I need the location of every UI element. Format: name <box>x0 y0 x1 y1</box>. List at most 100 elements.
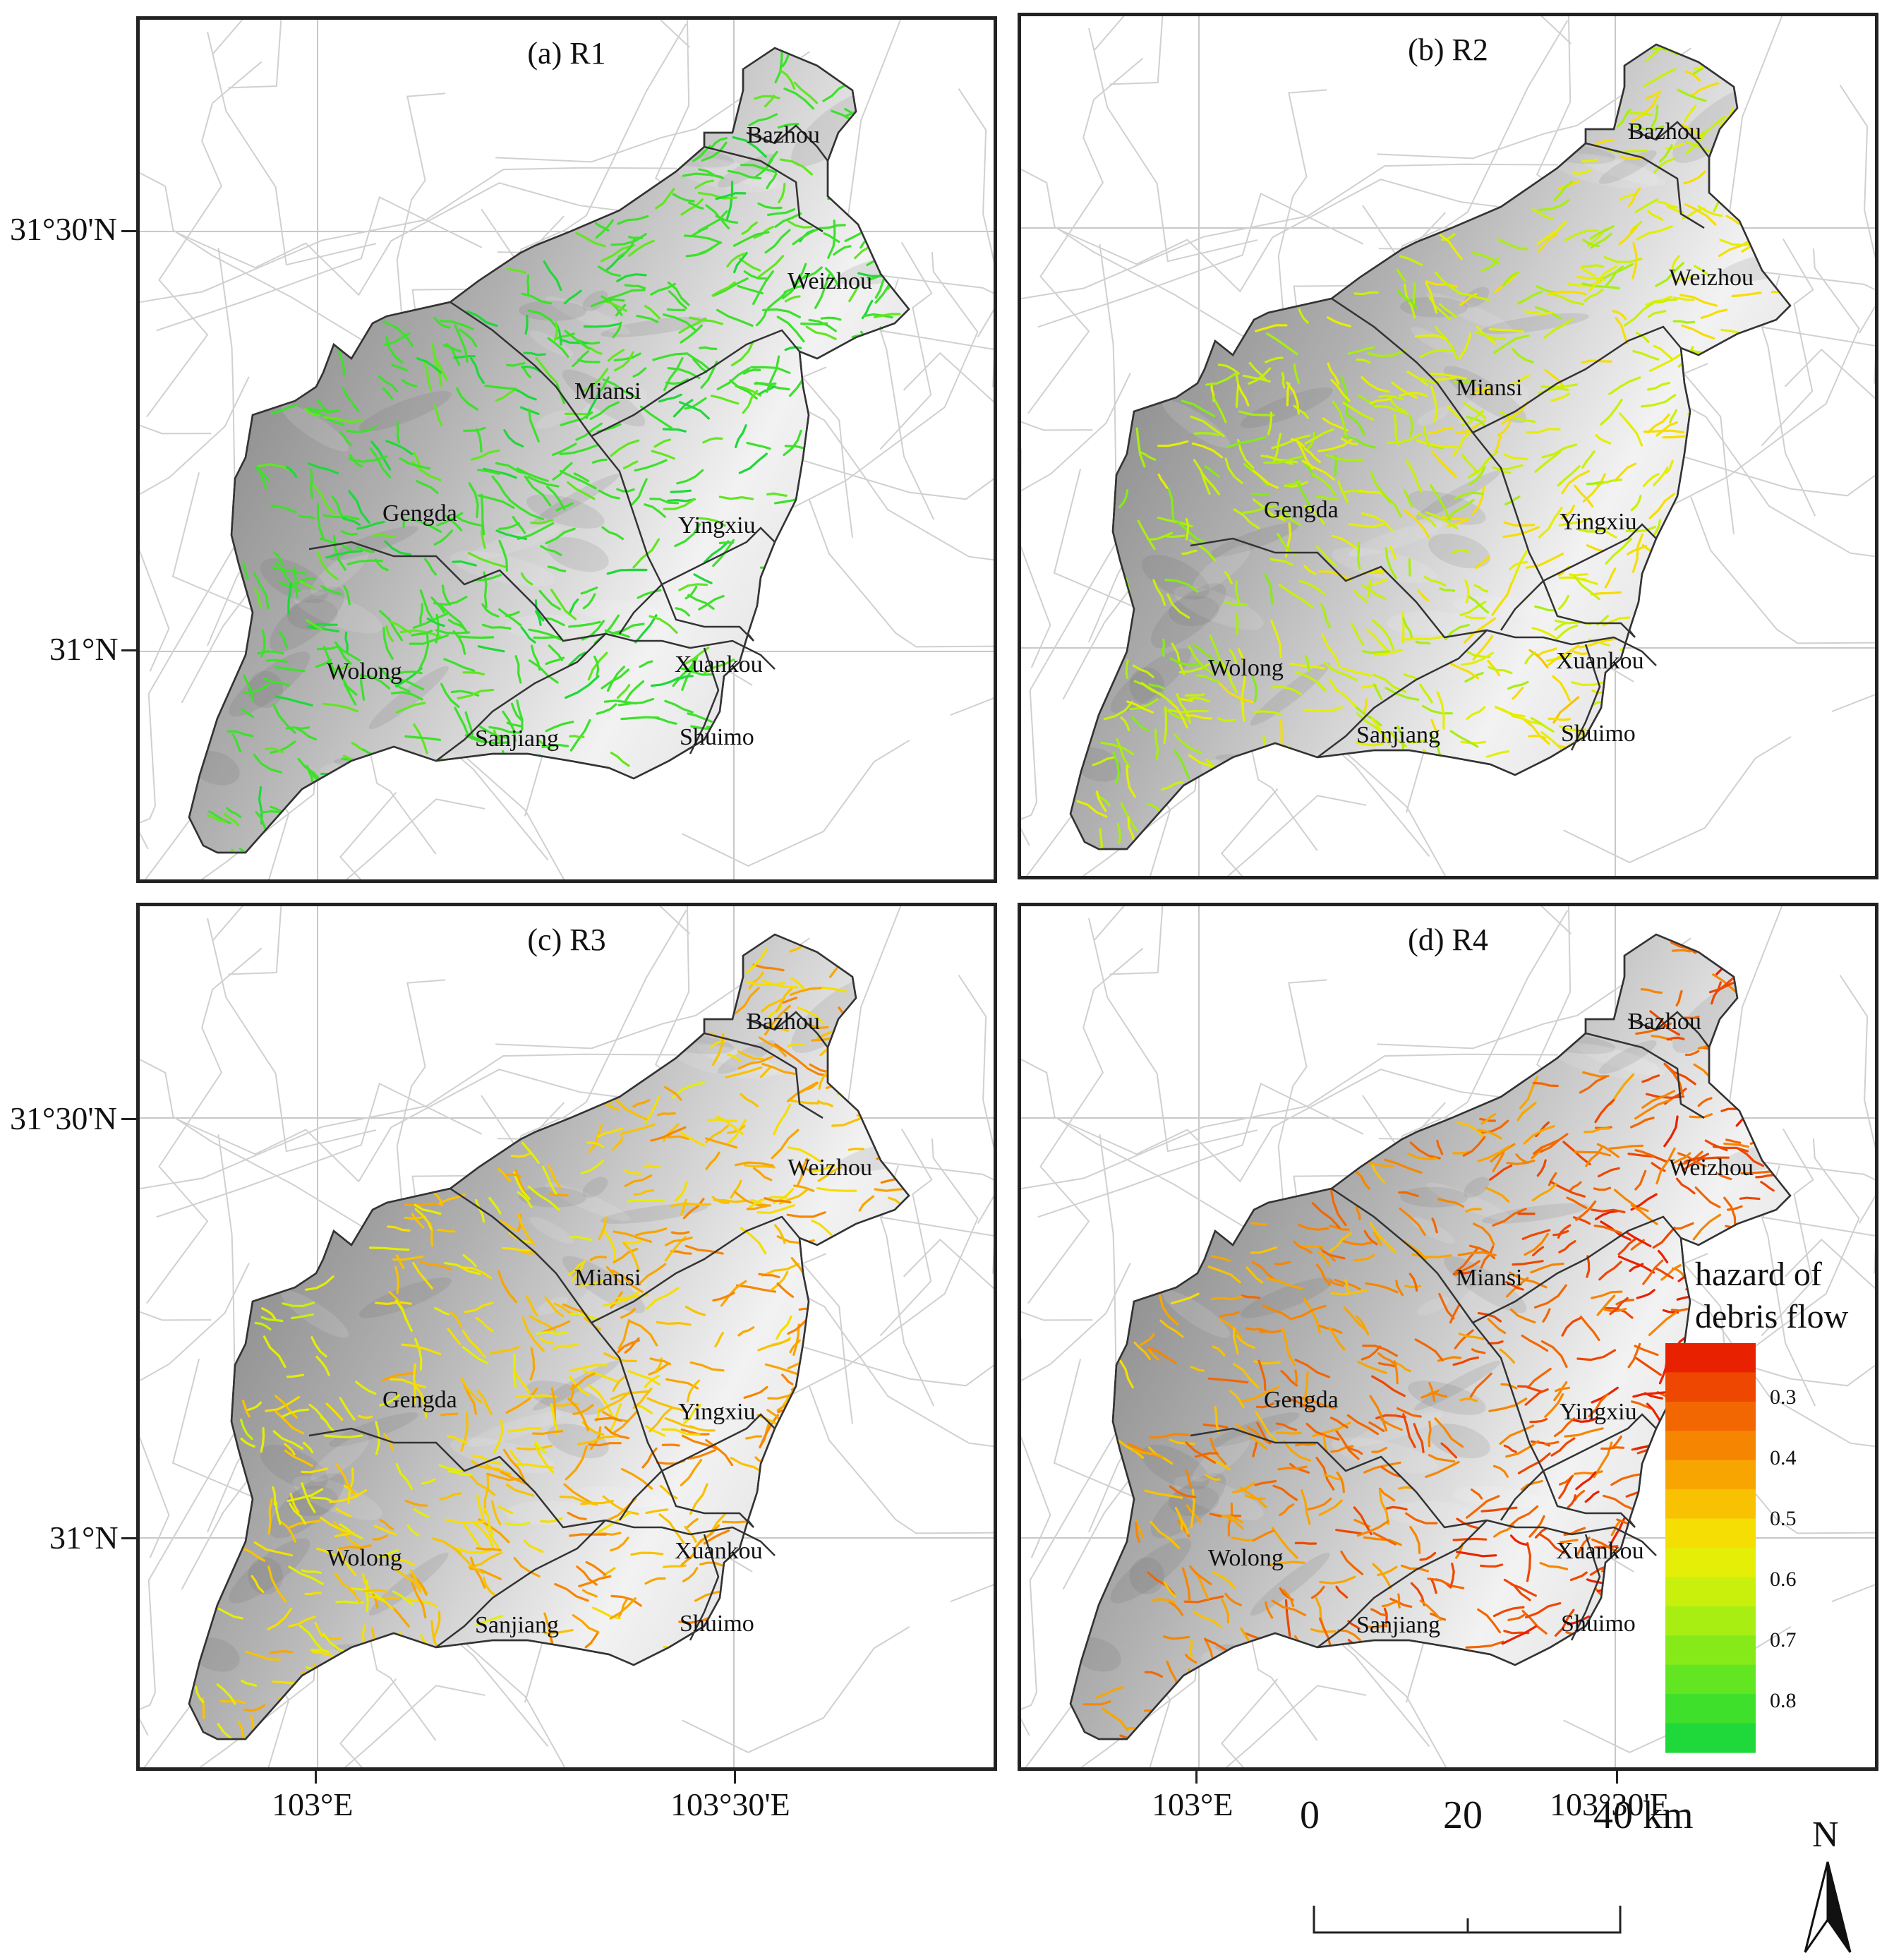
town-label-bazhou: Bazhou <box>747 122 820 148</box>
legend-swatch <box>1665 1401 1756 1431</box>
map-panel-r3: (c) R3 Bazhou Weizhou Miansi Gengda Yingxiu W… <box>136 903 997 1771</box>
town-label-wolong: Wolong <box>327 659 402 685</box>
town-label-shuimo: Shuimo <box>1561 1611 1636 1637</box>
panel-title: (c) R3 <box>527 922 606 957</box>
legend-swatch <box>1665 1606 1756 1636</box>
legend-swatch <box>1665 1635 1756 1666</box>
town-label-xuankou: Xuankou <box>675 651 763 678</box>
legend-swatch <box>1665 1548 1756 1577</box>
township-boundaries <box>1069 43 1792 850</box>
scale-label-40: 40 km <box>1593 1793 1694 1837</box>
town-label-shuimo: Shuimo <box>1561 721 1636 747</box>
town-label-miansi: Miansi <box>574 1265 641 1291</box>
lat-tick <box>121 230 137 232</box>
lon-tick <box>1195 1771 1198 1784</box>
legend-tick: 0.3 <box>1770 1385 1797 1409</box>
legend-tick: 0.7 <box>1770 1628 1797 1652</box>
town-label-shuimo: Shuimo <box>680 1611 754 1637</box>
township-boundaries <box>1069 933 1792 1740</box>
legend-swatch <box>1665 1518 1756 1549</box>
map-panel-r1: (a) R1 Bazhou Weizhou Miansi Gengda Yingxiu W… <box>136 16 997 883</box>
town-label-miansi: Miansi <box>1456 375 1523 401</box>
town-label-xuankou: Xuankou <box>1556 648 1644 674</box>
legend-swatch <box>1665 1372 1756 1402</box>
town-label-weizhou: Weizhou <box>788 1155 872 1181</box>
town-label-weizhou: Weizhou <box>1669 1155 1754 1181</box>
stream-network <box>195 937 909 1739</box>
town-label-miansi: Miansi <box>1456 1265 1523 1291</box>
lon-tick <box>315 1771 317 1784</box>
panel-title: (a) R1 <box>527 36 606 71</box>
legend-color-ramp <box>1665 1343 1756 1753</box>
lat-tick <box>121 1118 137 1120</box>
lat-tick <box>121 649 137 651</box>
lat-label-bottom-2: 31°N <box>49 1520 119 1556</box>
scale-label-20: 20 <box>1443 1793 1483 1837</box>
legend-swatch <box>1665 1489 1756 1520</box>
panel-title: (d) R4 <box>1408 922 1488 957</box>
town-label-sanjiang: Sanjiang <box>475 726 559 752</box>
lat-label-top-1: 31°30'N <box>10 211 117 247</box>
map-canvas <box>1021 906 1875 1767</box>
town-label-gengda: Gengda <box>1264 1387 1339 1413</box>
legend-tick: 0.5 <box>1770 1507 1797 1530</box>
legend-swatch <box>1665 1694 1756 1724</box>
legend-title-line1: hazard of <box>1695 1256 1822 1293</box>
town-label-shuimo: Shuimo <box>680 724 754 750</box>
map-canvas <box>1021 16 1875 876</box>
town-label-weizhou: Weizhou <box>788 268 872 294</box>
lon-label-left-1: 103°E <box>272 1786 354 1822</box>
township-boundaries <box>188 47 910 854</box>
legend-tick: 0.6 <box>1770 1568 1797 1591</box>
town-label-yingxiu: Yingxiu <box>1560 1399 1637 1425</box>
legend-swatch <box>1665 1460 1756 1490</box>
town-label-xuankou: Xuankou <box>1556 1538 1644 1564</box>
town-label-miansi: Miansi <box>574 378 641 404</box>
town-label-sanjiang: Sanjiang <box>475 1612 559 1638</box>
north-label: N <box>1812 1815 1839 1855</box>
town-label-bazhou: Bazhou <box>1628 119 1701 145</box>
town-label-gengda: Gengda <box>382 1387 457 1413</box>
legend-swatch <box>1665 1431 1756 1461</box>
scale-bar: 0 20 40 km <box>1270 1793 1694 1934</box>
town-label-weizhou: Weizhou <box>1669 265 1754 291</box>
township-boundaries <box>188 933 910 1740</box>
town-label-sanjiang: Sanjiang <box>1356 722 1440 748</box>
map-panel-r2: (b) R2 Bazhou Weizhou Miansi Gengda Yingxiu W… <box>1018 13 1878 879</box>
legend-swatch <box>1665 1343 1756 1373</box>
lat-label-bottom-1: 31°N <box>49 631 119 667</box>
stream-network <box>1076 44 1790 849</box>
town-label-wolong: Wolong <box>1208 1545 1284 1571</box>
hazard-legend: hazard of debris flow 0.3 0.4 0.5 0.6 0.… <box>1665 1255 1877 1756</box>
lat-tick <box>121 1537 137 1539</box>
town-label-gengda: Gengda <box>382 500 457 527</box>
town-label-xuankou: Xuankou <box>675 1538 763 1564</box>
legend-title-line2: debris flow <box>1695 1298 1849 1335</box>
lat-label-top-2: 31°30'N <box>10 1100 117 1136</box>
scale-label-0: 0 <box>1300 1793 1320 1837</box>
panel-title: (b) R2 <box>1408 32 1488 67</box>
town-label-yingxiu: Yingxiu <box>1560 509 1637 535</box>
north-arrow: N <box>1792 1814 1863 1955</box>
town-label-yingxiu: Yingxiu <box>678 1399 756 1425</box>
scale-bar-line <box>1313 1906 1622 1934</box>
town-label-wolong: Wolong <box>327 1545 402 1571</box>
lon-label-left-2: 103°E <box>1152 1786 1233 1822</box>
town-label-bazhou: Bazhou <box>747 1009 820 1035</box>
town-label-sanjiang: Sanjiang <box>1356 1612 1440 1638</box>
town-label-gengda: Gengda <box>1264 497 1339 523</box>
legend-tick: 0.8 <box>1770 1689 1797 1712</box>
lon-label-right-2: 103°30'E <box>1550 1786 1670 1822</box>
town-label-wolong: Wolong <box>1208 655 1284 681</box>
legend-swatch <box>1665 1664 1756 1695</box>
lon-tick <box>734 1771 736 1784</box>
north-arrow-icon <box>1804 1861 1852 1953</box>
map-canvas <box>140 906 994 1767</box>
lon-label-right-1: 103°30'E <box>670 1786 790 1822</box>
town-label-yingxiu: Yingxiu <box>678 512 756 539</box>
town-label-bazhou: Bazhou <box>1628 1009 1701 1035</box>
legend-swatch <box>1665 1577 1756 1607</box>
legend-swatch <box>1665 1723 1756 1753</box>
lon-tick <box>1616 1771 1618 1784</box>
